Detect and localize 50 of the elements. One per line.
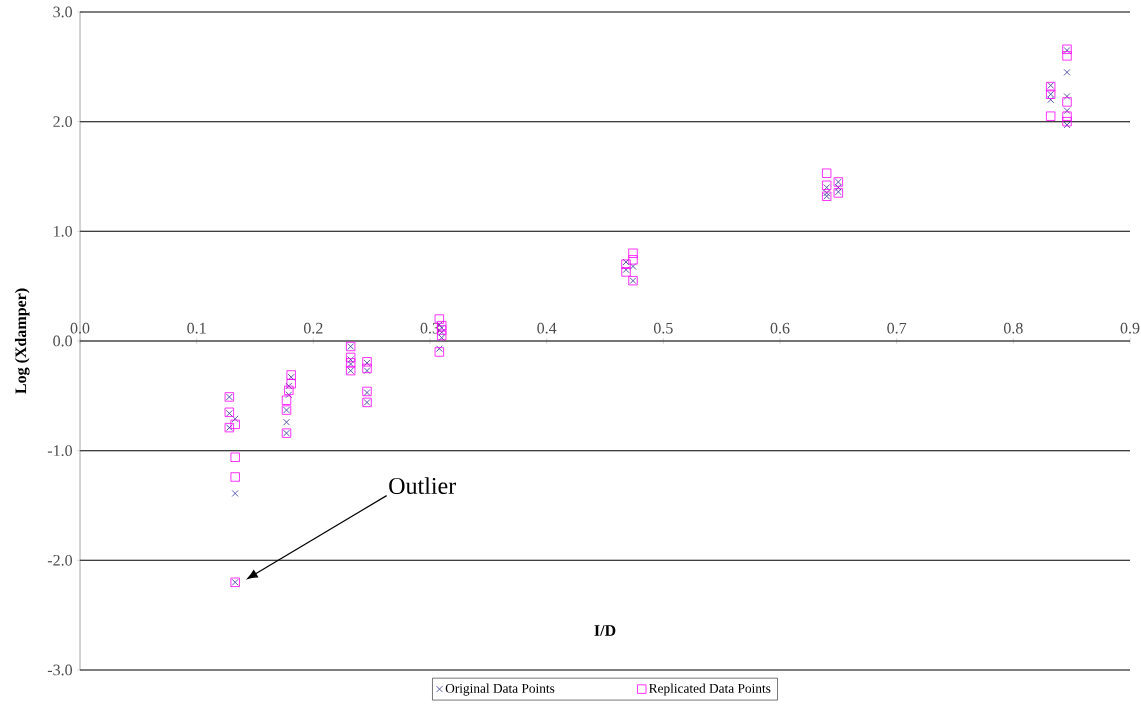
x-tick-label: 0.7 bbox=[887, 322, 907, 334]
point bbox=[823, 184, 831, 191]
y-tick-label: 3.0 bbox=[53, 6, 73, 18]
point bbox=[1063, 68, 1071, 76]
point bbox=[230, 452, 240, 462]
x-tick-label: 0.6 bbox=[770, 322, 790, 334]
point bbox=[230, 419, 240, 430]
x-tick-label: 0.5 bbox=[653, 322, 673, 334]
point bbox=[363, 367, 371, 375]
point bbox=[1062, 97, 1072, 107]
point bbox=[628, 248, 638, 258]
y-tick-label: -2.0 bbox=[47, 554, 73, 566]
y-tick-label: 1.0 bbox=[54, 225, 73, 237]
x-tick-label: 0.0 bbox=[70, 322, 90, 334]
y-tick-label: 2.0 bbox=[53, 116, 73, 128]
annotation: Outlier bbox=[389, 477, 456, 495]
point bbox=[629, 263, 637, 270]
point bbox=[438, 334, 446, 342]
point bbox=[1046, 111, 1056, 121]
point bbox=[1063, 107, 1071, 115]
point bbox=[284, 385, 294, 396]
legend-label: Replicated Data Points bbox=[649, 683, 771, 696]
y-tick-label: -1.0 bbox=[47, 445, 73, 457]
point bbox=[1047, 96, 1055, 104]
point bbox=[283, 418, 290, 426]
y-axis-title: Log (Xdamper) bbox=[14, 288, 30, 394]
point bbox=[822, 168, 832, 178]
point bbox=[1063, 93, 1071, 100]
x-tick-label: 0.2 bbox=[303, 322, 323, 334]
point bbox=[362, 363, 372, 374]
x-tick-label: 0.8 bbox=[1003, 322, 1023, 334]
point bbox=[346, 352, 356, 363]
x-tick-label: 0.9 bbox=[1120, 322, 1140, 334]
point bbox=[434, 347, 445, 357]
point bbox=[1062, 51, 1072, 61]
point bbox=[1062, 117, 1072, 127]
x-tick-label: 0.1 bbox=[187, 322, 206, 334]
point bbox=[230, 472, 240, 482]
legend-label: Original Data Points bbox=[445, 683, 555, 696]
x-tick-label: 0.4 bbox=[537, 322, 557, 334]
point bbox=[822, 180, 832, 190]
y-tick-label: -3.0 bbox=[47, 664, 73, 676]
point bbox=[231, 490, 239, 497]
point bbox=[281, 395, 292, 405]
y-tick-label: 0.0 bbox=[53, 335, 73, 347]
x-axis-title: I/D bbox=[594, 625, 616, 636]
point bbox=[285, 391, 293, 399]
point bbox=[435, 345, 443, 353]
point bbox=[628, 255, 638, 265]
point bbox=[1062, 111, 1072, 121]
